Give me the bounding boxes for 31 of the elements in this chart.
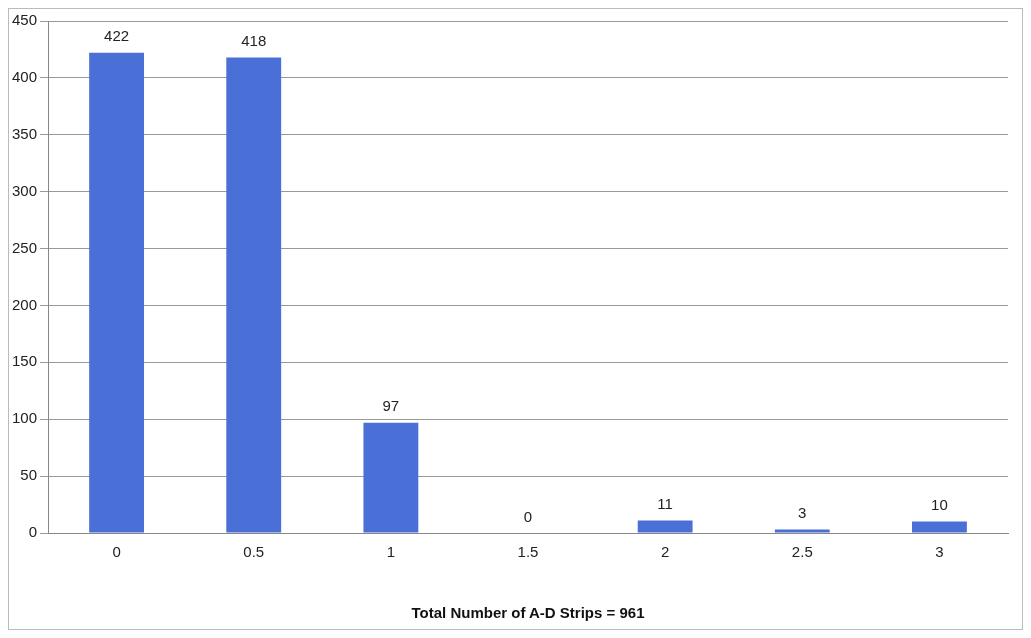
y-tick-label: 200: [12, 295, 38, 313]
y-tick-label: 100: [12, 409, 38, 427]
data-label: 422: [104, 27, 130, 45]
x-tick-label: 0: [112, 543, 121, 561]
x-tick-label: 2: [660, 543, 670, 561]
y-tick-label: 250: [12, 238, 38, 256]
y-tick-label: 450: [12, 11, 38, 29]
data-label: 10: [931, 496, 948, 514]
x-tick-label: 2.5: [791, 543, 813, 561]
bar: [637, 520, 693, 533]
data-label: 0: [523, 507, 533, 525]
bar: [226, 57, 282, 533]
data-label: 3: [798, 504, 807, 522]
bar: [912, 521, 967, 533]
y-tick-label: 50: [20, 466, 38, 484]
data-label: 11: [657, 495, 673, 513]
y-tick-label: 350: [12, 124, 38, 142]
x-axis-title: Total Number of A-D Strips = 961: [411, 604, 645, 622]
y-tick-label: 150: [12, 352, 38, 370]
y-tick-label: 400: [12, 68, 38, 86]
bar: [774, 529, 830, 533]
data-label: 97: [382, 397, 400, 415]
bar: [89, 52, 145, 533]
x-tick-label: 1.5: [517, 543, 539, 561]
x-tick-label: 3: [935, 543, 944, 561]
y-tick-label: 300: [12, 181, 38, 199]
y-tick-label: 0: [28, 523, 38, 541]
x-tick-label: 1: [386, 543, 396, 561]
data-label: 418: [241, 32, 267, 50]
bar: [363, 422, 419, 533]
x-tick-label: 0.5: [243, 543, 265, 561]
